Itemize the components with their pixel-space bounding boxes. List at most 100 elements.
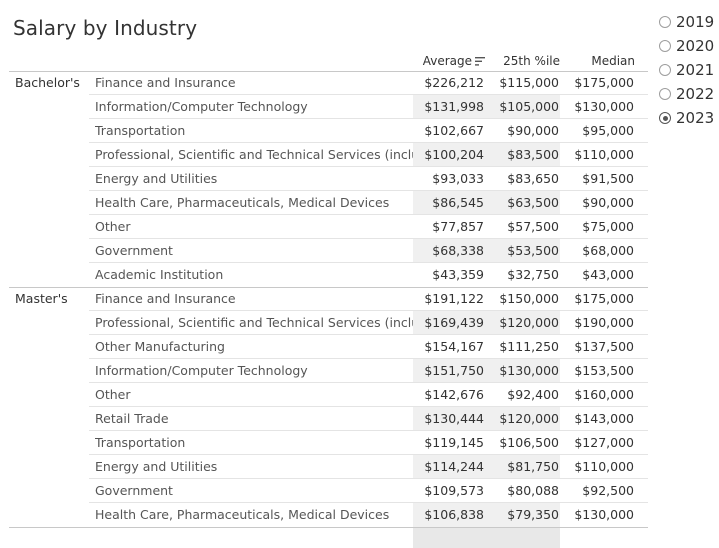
average-cell: $226,212 (424, 75, 484, 90)
average-cell: $43,359 (432, 267, 484, 282)
year-option-2019[interactable]: 2019 (659, 10, 714, 34)
column-header-average-label: Average (422, 54, 472, 68)
table-row[interactable]: Government $109,573 $80,088 $92,500 (0, 479, 650, 503)
row-divider (89, 238, 648, 239)
average-cell: $130,444 (424, 411, 484, 426)
row-band (413, 455, 560, 479)
table-row[interactable]: Transportation $119,145 $106,500 $127,000 (0, 431, 650, 455)
p25-cell: $111,250 (499, 339, 559, 354)
table-row[interactable]: Energy and Utilities $93,033 $83,650 $91,50… (0, 167, 650, 191)
column-header-25th-percentile[interactable]: 25th %ile (503, 54, 560, 68)
table-row[interactable]: Health Care, Pharmaceuticals, Medical De… (0, 503, 650, 527)
p25-cell: $83,500 (507, 147, 559, 162)
p25-cell: $130,000 (499, 363, 559, 378)
table-row[interactable]: Retail Trade $130,444 $120,000 $143,000 (0, 407, 650, 431)
p25-cell: $90,000 (507, 123, 559, 138)
group-divider (9, 287, 648, 288)
radio-selected-icon[interactable] (659, 112, 671, 124)
row-divider (89, 478, 648, 479)
table-row[interactable]: Finance and Insurance $226,212 $115,000 $17… (0, 71, 650, 95)
average-cell: $131,998 (424, 99, 484, 114)
average-cell: $93,033 (432, 171, 484, 186)
p25-cell: $53,500 (507, 243, 559, 258)
industry-cell: Information/Computer Technology (95, 99, 308, 114)
row-band (413, 191, 560, 215)
table-row[interactable]: Energy and Utilities $114,244 $81,750 $110,… (0, 455, 650, 479)
industry-cell: Health Care, Pharmaceuticals, Medical De… (95, 195, 390, 210)
table-row[interactable]: Other $77,857 $57,500 $75,000 (0, 215, 650, 239)
table-row[interactable]: Transportation $102,667 $90,000 $95,000 (0, 119, 650, 143)
row-band (413, 503, 560, 527)
average-cell: $191,122 (424, 291, 484, 306)
row-band (413, 95, 560, 119)
row-divider (89, 430, 648, 431)
industry-cell: Health Care, Pharmaceuticals, Medical De… (95, 507, 390, 522)
table-row[interactable]: Information/Computer Technology $151,750 $… (0, 359, 650, 383)
p25-cell: $115,000 (499, 75, 559, 90)
group-label: Bachelor's (15, 75, 80, 90)
p25-cell: $63,500 (507, 195, 559, 210)
column-header-average[interactable]: Average (413, 54, 485, 68)
year-option-2023[interactable]: 2023 (659, 106, 714, 130)
average-cell: $102,667 (424, 123, 484, 138)
median-cell: $160,000 (574, 387, 634, 402)
median-cell: $137,500 (574, 339, 634, 354)
industry-cell: Information/Computer Technology (95, 363, 308, 378)
table-row[interactable]: Academic Institution $43,359 $32,750 $43,00… (0, 263, 650, 287)
radio-unselected-icon[interactable] (659, 40, 671, 52)
p25-cell: $79,350 (507, 507, 559, 522)
year-option-label: 2023 (676, 109, 715, 127)
table-row[interactable]: Information/Computer Technology $131,998 $… (0, 95, 650, 119)
median-cell: $92,500 (582, 483, 634, 498)
table-row[interactable]: Professional, Scientific and Technical S… (0, 311, 650, 335)
row-divider (89, 166, 648, 167)
year-option-2021[interactable]: 2021 (659, 58, 714, 82)
row-band (413, 143, 560, 167)
industry-cell: Retail Trade (95, 411, 169, 426)
table-row[interactable]: Finance and Insurance $191,122 $150,000 $17… (0, 287, 650, 311)
table-row[interactable]: Other Manufacturing $154,167 $111,250 $137,… (0, 335, 650, 359)
sort-descending-icon[interactable] (475, 57, 485, 66)
median-cell: $175,000 (574, 291, 634, 306)
year-option-label: 2020 (676, 37, 715, 55)
year-option-2022[interactable]: 2022 (659, 82, 714, 106)
radio-unselected-icon[interactable] (659, 16, 671, 28)
median-cell: $68,000 (582, 243, 634, 258)
median-cell: $127,000 (574, 435, 634, 450)
radio-unselected-icon[interactable] (659, 88, 671, 100)
industry-cell: Transportation (95, 435, 186, 450)
average-cell: $154,167 (424, 339, 484, 354)
table-row[interactable]: Professional, Scientific and Technical S… (0, 143, 650, 167)
row-divider (89, 334, 648, 335)
year-option-2020[interactable]: 2020 (659, 34, 714, 58)
p25-cell: $150,000 (499, 291, 559, 306)
median-cell: $130,000 (574, 99, 634, 114)
year-option-label: 2022 (676, 85, 715, 103)
p25-cell: $80,088 (507, 483, 559, 498)
row-divider (89, 142, 648, 143)
row-band (413, 359, 560, 383)
industry-cell: Other (95, 387, 131, 402)
table-row[interactable]: Health Care, Pharmaceuticals, Medical De… (0, 191, 650, 215)
p25-cell: $81,750 (507, 459, 559, 474)
industry-cell: Finance and Insurance (95, 75, 236, 90)
row-divider (89, 502, 648, 503)
row-divider (89, 310, 648, 311)
average-cell: $114,244 (424, 459, 484, 474)
year-option-label: 2019 (676, 13, 715, 31)
average-cell: $109,573 (424, 483, 484, 498)
row-divider (89, 214, 648, 215)
average-cell: $119,145 (424, 435, 484, 450)
table-row[interactable]: Other $142,676 $92,400 $160,000 (0, 383, 650, 407)
average-cell: $151,750 (424, 363, 484, 378)
industry-cell: Finance and Insurance (95, 291, 236, 306)
column-header-median[interactable]: Median (591, 54, 635, 68)
row-divider (89, 382, 648, 383)
year-filter: 2019 2020 2021 2022 2023 (659, 10, 714, 130)
average-cell: $142,676 (424, 387, 484, 402)
radio-unselected-icon[interactable] (659, 64, 671, 76)
table-row[interactable]: Government $68,338 $53,500 $68,000 (0, 239, 650, 263)
median-cell: $175,000 (574, 75, 634, 90)
average-cell: $100,204 (424, 147, 484, 162)
p25-cell: $32,750 (507, 267, 559, 282)
